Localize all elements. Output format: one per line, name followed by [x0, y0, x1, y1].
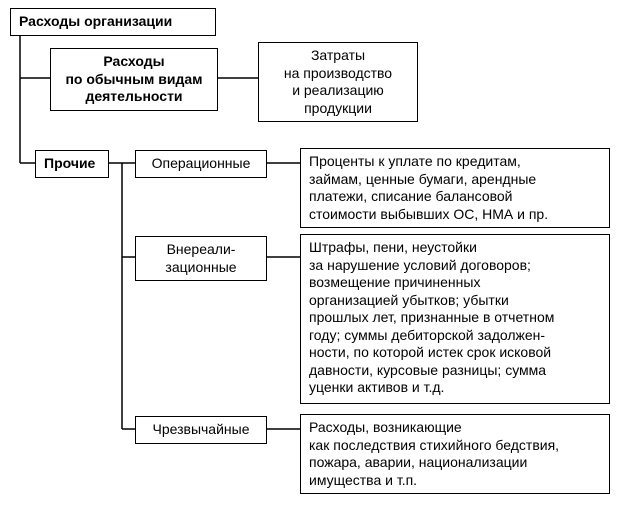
desc-extraordinary: Расходы, возникающиекак последствия стих…: [300, 414, 610, 494]
desc-ordinary-activities: Затратына производствои реализациюпродук…: [258, 42, 418, 122]
node-other: Прочие: [35, 150, 109, 178]
node-ordinary-activities: Расходыпо обычным видамдеятельности: [50, 48, 218, 111]
node-non-operating: Внереали-зационные: [135, 236, 267, 281]
node-root: Расходы организации: [10, 8, 216, 36]
node-extraordinary: Чрезвычайные: [135, 416, 267, 444]
diagram-stage: Расходы организации Расходыпо обычным ви…: [0, 0, 631, 522]
desc-non-operating: Штрафы, пени, неустойкиза нарушение усло…: [300, 234, 610, 404]
desc-operational: Проценты к уплате по кредитам,займам, це…: [300, 148, 610, 228]
node-operational: Операционные: [135, 150, 267, 178]
